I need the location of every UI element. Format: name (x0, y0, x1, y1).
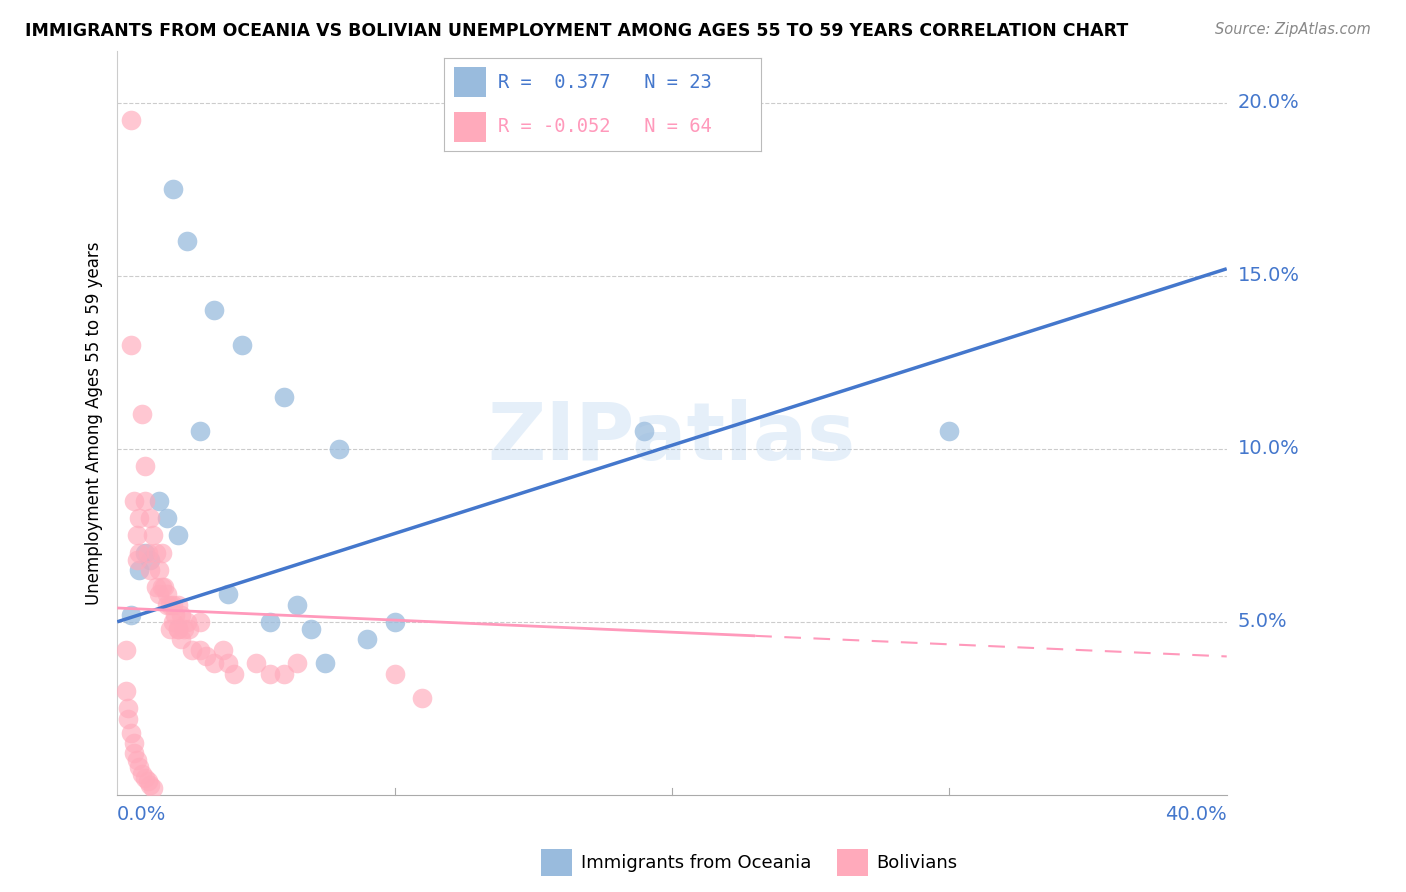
Point (165, 607, 187, 622)
Point (128, 511, 150, 525)
Point (217, 657, 239, 671)
Point (299, 622, 322, 636)
Point (259, 666, 281, 681)
Point (145, 545, 167, 559)
Point (176, 615, 198, 629)
Point (202, 303, 225, 318)
Text: 20.0%: 20.0% (1237, 93, 1299, 112)
Point (156, 587, 179, 601)
Point (125, 552, 148, 566)
Point (217, 587, 239, 601)
Point (139, 563, 162, 577)
Point (128, 545, 150, 559)
Point (384, 615, 406, 629)
Point (231, 338, 253, 352)
Point (159, 622, 181, 636)
Text: 15.0%: 15.0% (1237, 266, 1299, 285)
Point (259, 615, 281, 629)
Point (179, 622, 201, 636)
Point (245, 657, 267, 671)
Point (167, 622, 190, 636)
Point (117, 712, 139, 726)
Point (122, 747, 145, 761)
Point (125, 528, 148, 542)
Text: 10.0%: 10.0% (1237, 439, 1299, 458)
Point (148, 493, 170, 508)
Point (117, 701, 139, 715)
Point (128, 760, 150, 774)
Point (162, 598, 184, 612)
Point (159, 598, 181, 612)
Point (170, 607, 193, 622)
Point (114, 642, 136, 657)
Point (131, 767, 153, 781)
Point (148, 587, 170, 601)
Point (139, 552, 162, 566)
Point (122, 493, 145, 508)
Point (134, 771, 156, 785)
Point (202, 657, 225, 671)
Point (120, 112, 142, 127)
Point (181, 642, 204, 657)
Point (148, 563, 170, 577)
Point (190, 642, 212, 657)
Point (633, 425, 655, 439)
Point (125, 753, 148, 767)
Point (167, 598, 190, 612)
Point (176, 234, 198, 248)
Y-axis label: Unemployment Among Ages 55 to 59 years: Unemployment Among Ages 55 to 59 years (86, 241, 103, 605)
Point (120, 338, 142, 352)
Point (131, 407, 153, 421)
Point (384, 666, 406, 681)
Point (139, 511, 162, 525)
Point (153, 580, 176, 594)
Point (156, 598, 179, 612)
Point (136, 774, 159, 789)
Point (190, 615, 212, 629)
Point (114, 684, 136, 698)
Point (314, 657, 336, 671)
Text: Immigrants from Oceania: Immigrants from Oceania (581, 855, 811, 872)
Point (273, 666, 295, 681)
Point (150, 545, 173, 559)
Point (287, 598, 309, 612)
Point (173, 622, 195, 636)
Point (128, 563, 150, 577)
Text: ZIPatlas: ZIPatlas (488, 399, 856, 476)
Point (222, 666, 245, 681)
Point (287, 657, 309, 671)
Point (134, 458, 156, 473)
Point (122, 736, 145, 750)
Point (938, 425, 960, 439)
Text: Bolivians: Bolivians (876, 855, 957, 872)
Point (136, 545, 159, 559)
Point (134, 493, 156, 508)
Point (167, 622, 190, 636)
Point (328, 442, 350, 456)
Point (170, 632, 193, 647)
Text: 0.0%: 0.0% (117, 805, 166, 824)
Point (190, 425, 212, 439)
Point (411, 690, 433, 705)
Point (150, 580, 173, 594)
Text: 40.0%: 40.0% (1166, 805, 1226, 824)
Point (156, 511, 179, 525)
Point (134, 545, 156, 559)
Point (120, 725, 142, 739)
Point (273, 390, 295, 404)
Point (167, 528, 190, 542)
Point (162, 182, 184, 196)
Point (194, 649, 217, 664)
Point (139, 777, 162, 791)
Text: 5.0%: 5.0% (1237, 612, 1288, 632)
Point (162, 615, 184, 629)
Text: IMMIGRANTS FROM OCEANIA VS BOLIVIAN UNEMPLOYMENT AMONG AGES 55 TO 59 YEARS CORRE: IMMIGRANTS FROM OCEANIA VS BOLIVIAN UNEM… (25, 22, 1129, 40)
Point (356, 632, 378, 647)
Text: Source: ZipAtlas.com: Source: ZipAtlas.com (1215, 22, 1371, 37)
Point (211, 642, 233, 657)
Point (142, 780, 165, 795)
Point (142, 528, 165, 542)
Point (145, 580, 167, 594)
Point (120, 607, 142, 622)
